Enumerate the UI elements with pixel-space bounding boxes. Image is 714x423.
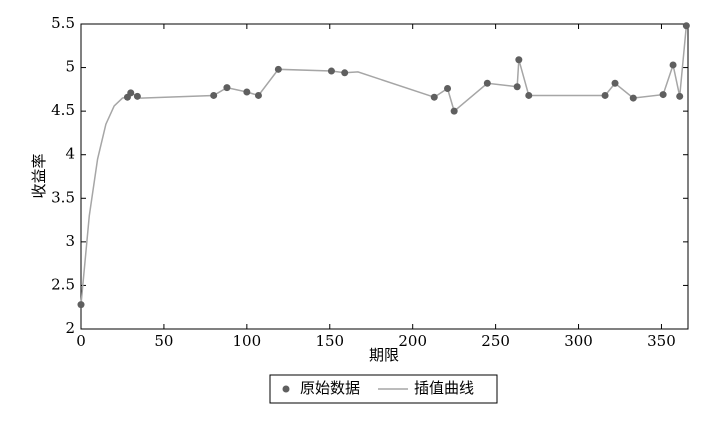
data-point xyxy=(483,79,491,87)
data-point xyxy=(515,56,523,64)
x-tick-label: 200 xyxy=(398,332,427,350)
data-point xyxy=(127,89,135,97)
data-point xyxy=(254,91,262,99)
data-point xyxy=(327,67,335,75)
data-point xyxy=(659,91,667,99)
data-point xyxy=(274,65,282,73)
x-tick-label: 0 xyxy=(76,332,86,350)
x-tick-label: 50 xyxy=(154,332,173,350)
y-tick-label: 3 xyxy=(65,232,75,250)
data-point xyxy=(223,84,231,92)
plot-frame xyxy=(80,23,689,330)
data-point xyxy=(444,84,452,92)
data-point xyxy=(525,91,533,99)
legend-label: 原始数据 xyxy=(300,379,360,397)
x-axis-label: 期限 xyxy=(369,346,399,364)
data-point xyxy=(669,61,677,69)
data-point xyxy=(601,91,609,99)
x-tick-label: 300 xyxy=(564,332,593,350)
data-point xyxy=(133,92,141,100)
x-tick-label: 250 xyxy=(481,332,510,350)
y-axis-label: 收益率 xyxy=(30,153,48,198)
data-point xyxy=(450,107,458,115)
y-tick-label: 5 xyxy=(65,58,75,76)
data-point xyxy=(682,22,690,30)
y-tick-label: 3.5 xyxy=(51,188,75,206)
legend-marker xyxy=(282,385,290,393)
data-point xyxy=(210,91,218,99)
interp-line xyxy=(80,25,688,305)
y-tick-label: 2.5 xyxy=(51,275,75,293)
y-tick-label: 5.5 xyxy=(51,14,75,32)
data-point xyxy=(676,92,684,100)
data-point xyxy=(77,301,85,309)
x-tick-label: 100 xyxy=(233,332,262,350)
data-point xyxy=(611,79,619,87)
y-tick-label: 4.5 xyxy=(51,101,75,119)
y-tick-label: 4 xyxy=(65,145,75,163)
data-point xyxy=(513,83,521,91)
x-tick-label: 350 xyxy=(647,332,676,350)
data-point xyxy=(341,69,349,77)
legend-label: 插值曲线 xyxy=(414,379,474,397)
y-tick-label: 2 xyxy=(65,319,75,337)
data-point xyxy=(243,88,251,96)
data-point xyxy=(430,93,438,101)
x-tick-label: 150 xyxy=(315,332,344,350)
data-point xyxy=(629,94,637,102)
